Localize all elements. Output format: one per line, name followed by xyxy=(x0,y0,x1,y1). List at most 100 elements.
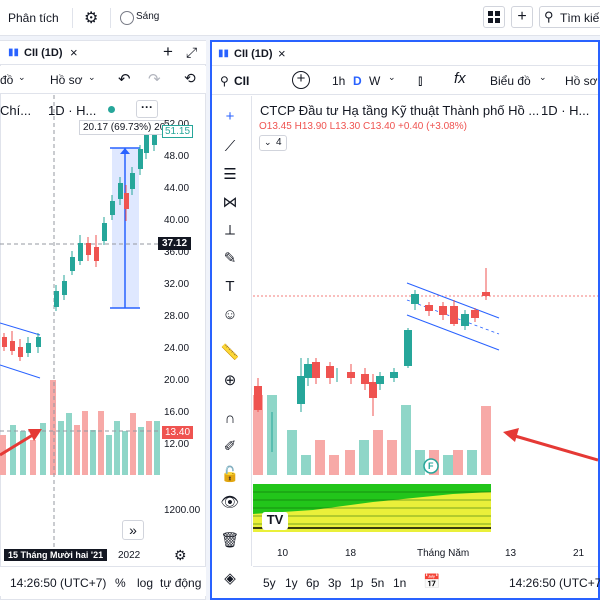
ohlc-open: O13.45 xyxy=(259,121,292,132)
projection-icon[interactable]: ⟂ xyxy=(224,222,235,239)
more-icon[interactable]: ··· xyxy=(136,100,158,118)
price-tick: 28.00 xyxy=(164,311,190,322)
left-price-axis[interactable]: 52.00 48.00 44.00 40.00 36.00 32.00 28.0… xyxy=(160,95,206,551)
close-icon[interactable]: × xyxy=(70,45,78,60)
settings-icon[interactable]: ⚙ xyxy=(174,547,187,563)
year-label: 2022 xyxy=(118,550,141,561)
lock-icon[interactable]: 🔓 xyxy=(220,466,240,483)
volume-price-label: 13.40 xyxy=(162,426,194,439)
crosshair-date-label: 15 Tháng Mười hai '21 xyxy=(4,549,108,561)
drawing-toolbar xyxy=(212,96,252,566)
undo-icon[interactable]: ↶ xyxy=(118,71,131,88)
calendar-icon[interactable]: 📅 xyxy=(423,573,441,589)
percent-button[interactable]: % xyxy=(115,576,126,590)
auto-button[interactable]: tự động xyxy=(160,576,202,590)
symbol-input[interactable]: CII xyxy=(234,74,250,88)
chart-tab-icon: ▮▮ xyxy=(218,48,230,59)
right-legend-interval: 1D · H... xyxy=(541,103,590,118)
expand-icon[interactable]: ⤢ xyxy=(186,44,198,60)
trash-icon[interactable]: 🗑 xyxy=(220,532,240,549)
interval-w[interactable]: W xyxy=(369,74,381,88)
brush-icon[interactable]: ✎ xyxy=(223,250,237,267)
measure-label: 20.17 (69.73%) 20 xyxy=(79,120,170,135)
chart-type-menu[interactable]: Biểu đồ xyxy=(490,74,531,88)
divider xyxy=(72,8,73,28)
left-chart[interactable] xyxy=(0,95,206,565)
annotation-arrow xyxy=(503,428,598,462)
log-button[interactable]: log xyxy=(137,576,154,590)
text-icon[interactable]: T xyxy=(225,278,235,295)
price-tick: 16.00 xyxy=(164,407,190,418)
right-time-axis[interactable]: 10 18 Tháng Năm 13 21 xyxy=(253,546,598,564)
range-5y[interactable]: 5y xyxy=(263,576,276,590)
lock-drawing-icon[interactable]: ✐ xyxy=(223,438,237,455)
theme-toggle[interactable] xyxy=(120,11,134,25)
search-input[interactable]: ⚲ Tìm kiế xyxy=(539,6,600,28)
range-6p[interactable]: 6p xyxy=(306,576,320,590)
search-icon: ⚲ xyxy=(220,74,229,88)
analysis-menu[interactable]: Phân tích xyxy=(8,11,59,25)
ruler-icon[interactable]: 📏 xyxy=(220,344,240,361)
price-tick: 12.00 xyxy=(164,439,190,450)
price-tick: 52.00 xyxy=(164,119,189,130)
time-tick: 13 xyxy=(505,548,517,559)
pattern-icon[interactable]: ⋈ xyxy=(222,194,238,211)
indicators-icon[interactable]: fx xyxy=(454,70,466,87)
profile-menu[interactable]: Hồ sơ xyxy=(50,73,83,87)
magnet-icon[interactable]: ∩ xyxy=(224,410,236,427)
indicator-count: 4 xyxy=(276,137,282,148)
candles xyxy=(254,268,490,452)
interval-1h[interactable]: 1h xyxy=(332,74,346,88)
tradingview-logo-icon[interactable]: TV xyxy=(262,512,288,530)
divider xyxy=(110,8,111,28)
range-1p[interactable]: 1p xyxy=(350,576,364,590)
fib-icon[interactable]: ☰ xyxy=(223,166,237,183)
time-tick: 18 xyxy=(345,548,357,559)
search-placeholder: Tìm kiế xyxy=(560,11,600,25)
redo-icon[interactable]: ↷ xyxy=(148,71,161,88)
candles xyxy=(2,121,157,361)
profile-menu[interactable]: Hồ sơ xyxy=(565,74,598,88)
price-tick: 48.00 xyxy=(164,151,190,162)
zoom-icon[interactable]: ⊕ xyxy=(223,372,237,389)
chevron-down-icon: ⌄ xyxy=(88,72,96,82)
layout-grid-icon[interactable] xyxy=(483,6,505,28)
scroll-right-icon[interactable]: » xyxy=(122,520,144,540)
earnings-marker xyxy=(423,458,439,474)
candles-icon[interactable]: ⫾ xyxy=(418,72,423,88)
annotation-arrow xyxy=(0,429,42,457)
chevron-down-icon[interactable]: ⌄ xyxy=(388,72,396,82)
chevron-down-icon: ⌄ xyxy=(18,72,26,82)
crosshair-icon[interactable]: + xyxy=(225,108,235,125)
time-tick: 21 xyxy=(573,548,585,559)
earnings-flag-label[interactable]: F xyxy=(428,461,434,471)
crosshair-price-label: 37.12 xyxy=(158,237,192,250)
add-tab-icon[interactable]: + xyxy=(163,42,173,61)
right-tab-label[interactable]: CII (1D) xyxy=(234,48,273,60)
right-bottom-bar: 5y 1y 6p 3p 1p 5n 1n 📅 14:26:50 (UTC+7) xyxy=(253,566,600,598)
right-chart[interactable] xyxy=(253,150,598,545)
range-5n[interactable]: 5n xyxy=(371,576,385,590)
trendline-icon[interactable]: ⟋ xyxy=(224,138,236,155)
layers-icon[interactable]: ◈ xyxy=(224,570,236,587)
left-tab-label[interactable]: CII (1D) xyxy=(24,47,63,59)
compare-add-icon[interactable]: + xyxy=(292,71,310,89)
left-toolbar: đồ ⌄ Hồ sơ ⌄ ↶ ↷ ⟲ xyxy=(0,66,206,94)
eye-icon[interactable]: 👁 xyxy=(220,494,240,511)
indicator-toggle[interactable]: ⌄ 4 xyxy=(259,135,287,151)
gear-icon[interactable]: ⚙ xyxy=(84,10,99,27)
right-legend-title: CTCP Đầu tư Hạ tầng Kỹ thuật Thành phố H… xyxy=(260,103,540,118)
emoji-icon[interactable]: ☺ xyxy=(222,306,238,323)
add-icon[interactable]: + xyxy=(511,6,533,28)
range-1y[interactable]: 1y xyxy=(285,576,298,590)
time-label: 14:26:50 (UTC+7) xyxy=(10,576,107,590)
interval-d[interactable]: D xyxy=(353,74,362,88)
chevron-down-icon: ⌄ xyxy=(264,137,272,147)
price-tick: 40.00 xyxy=(164,215,190,226)
draw-menu[interactable]: đồ xyxy=(0,73,14,87)
replay-icon[interactable]: ⟲ xyxy=(184,70,196,86)
right-toolbar: ⚲ CII + 1h D W ⌄ ⫾ fx Biểu đồ ⌄ Hồ sơ xyxy=(212,67,598,95)
range-1n[interactable]: 1n xyxy=(393,576,407,590)
close-icon[interactable]: × xyxy=(278,46,286,61)
range-3p[interactable]: 3p xyxy=(328,576,342,590)
